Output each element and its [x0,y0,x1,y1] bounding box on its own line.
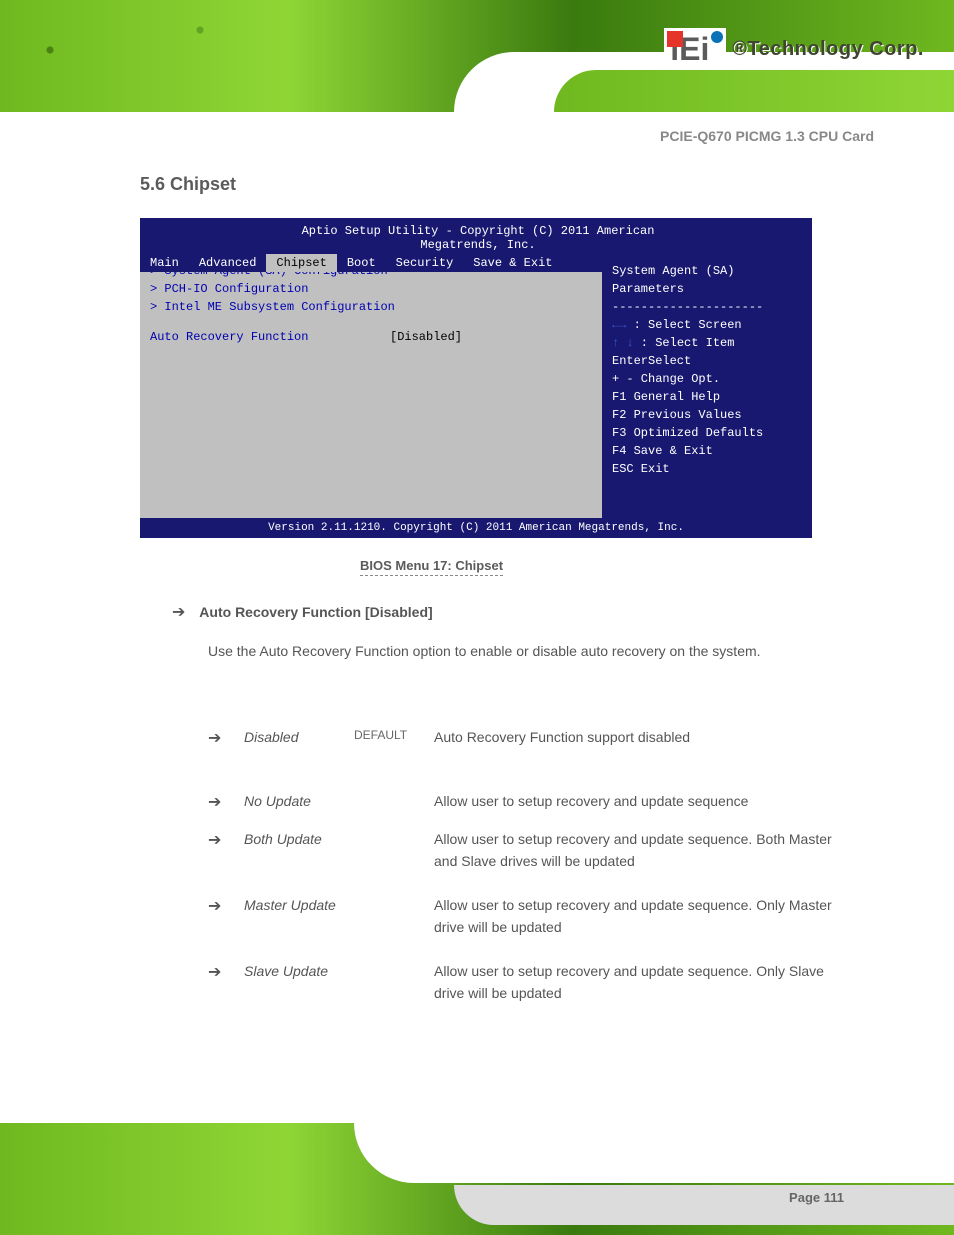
bios-hint-8: F2 Previous Values [612,406,802,424]
bios-hint-0: System Agent (SA) [612,262,802,280]
option-default: DEFAULT [354,726,434,745]
option-noupdate: ➔ No Update Allow user to setup recovery… [208,780,854,816]
option-name: No Update [244,790,354,812]
bios-setup-link2[interactable]: > PCH-IO Configuration [150,280,592,298]
bios-reset-label: Auto Recovery Function [150,328,390,346]
bios-right-panel: System Agent (SA) Parameters -----------… [602,254,812,518]
option-name: Both Update [244,828,354,850]
bios-header: Aptio Setup Utility - Copyright (C) 2011… [140,218,812,254]
option-name: Slave Update [244,960,354,982]
arrow-icon: ➔ [172,604,185,621]
bios-hint-9: F3 Optimized Defaults [612,424,802,442]
arrow-icon: ➔ [208,790,234,816]
option-desc: Allow user to setup recovery and update … [434,790,854,812]
bios-tab-saveexit[interactable]: Save & Exit [463,254,562,272]
bios-tab-boot[interactable]: Boot [337,254,386,272]
option-name: Master Update [244,894,354,916]
option-desc: Allow user to setup recovery and update … [434,960,854,1005]
option-name: Disabled [244,726,354,748]
updown-arrows-icon: ↑ ↓ [612,336,634,350]
arrow-icon: ➔ [208,828,234,854]
bios-tab-chipset[interactable]: Chipset [266,254,336,272]
header-band: iEi ®Technology Corp. [0,0,954,112]
option-desc: Allow user to setup recovery and update … [434,828,854,873]
arrow-icon: ➔ [208,960,234,986]
param-desc: Use the Auto Recovery Function option to… [208,640,854,662]
bios-footer: Version 2.11.1210. Copyright (C) 2011 Am… [140,518,812,538]
bios-reset-option[interactable]: Auto Recovery Function [Disabled] [150,328,592,346]
param-title-block: ➔ Auto Recovery Function [Disabled] [172,600,854,626]
logo-text: ®Technology Corp. [732,38,924,61]
document-title: PCIE-Q670 PICMG 1.3 CPU Card [660,128,874,144]
bios-hint-5: EnterSelect [612,352,802,370]
bios-tab-advanced[interactable]: Advanced [189,254,267,272]
bios-body: > System Agent (SA) Configuration > PCH-… [140,254,812,518]
bios-suite-title: Aptio Setup Utility - Copyright (C) 2011… [288,224,668,253]
bios-hint-1: Parameters [612,280,802,298]
bios-tab-main[interactable]: Main [140,254,189,272]
bios-left-panel: > System Agent (SA) Configuration > PCH-… [140,254,602,518]
leftright-arrows-icon: ←→ [612,318,626,332]
bios-hint-6: + - Change Opt. [612,370,802,388]
bios-hint-7: F1 General Help [612,388,802,406]
bios-hint-10: F4 Save & Exit [612,442,802,460]
option-disabled: ➔ Disabled DEFAULT Auto Recovery Functio… [208,716,854,752]
section-heading: 5.6 Chipset [140,174,236,195]
footer-curve2 [454,1185,954,1225]
option-bothupdate: ➔ Both Update Allow user to setup recove… [208,818,854,873]
logo-glyph: iEi [664,28,726,70]
arrow-icon: ➔ [208,726,234,752]
option-slaveupdate: ➔ Slave Update Allow user to setup recov… [208,950,854,1005]
option-desc: Allow user to setup recovery and update … [434,894,854,939]
footer-band [0,1123,954,1235]
bios-tab-security[interactable]: Security [386,254,464,272]
page-number: Page 111 [789,1190,844,1205]
bios-caption: BIOS Menu 17: Chipset [360,558,503,576]
option-masterupdate: ➔ Master Update Allow user to setup reco… [208,884,854,939]
bios-hint-11: ESC Exit [612,460,802,478]
bios-me-link[interactable]: > Intel ME Subsystem Configuration [150,298,592,316]
header-curve2 [554,70,954,112]
option-desc: Auto Recovery Function support disabled [434,726,854,748]
arrow-icon: ➔ [208,894,234,920]
bios-hint-2: --------------------- [612,298,802,316]
bios-hint-4: ↑ ↓ : Select Item [612,334,802,352]
bios-screenshot: Aptio Setup Utility - Copyright (C) 2011… [140,218,812,538]
param-title: Auto Recovery Function [Disabled] [199,604,432,620]
bios-reset-value: [Disabled] [390,328,462,346]
bios-hint-3: ←→ : Select Screen [612,316,802,334]
footer-curve [354,1123,954,1183]
brand-logo: iEi ®Technology Corp. [664,28,924,70]
